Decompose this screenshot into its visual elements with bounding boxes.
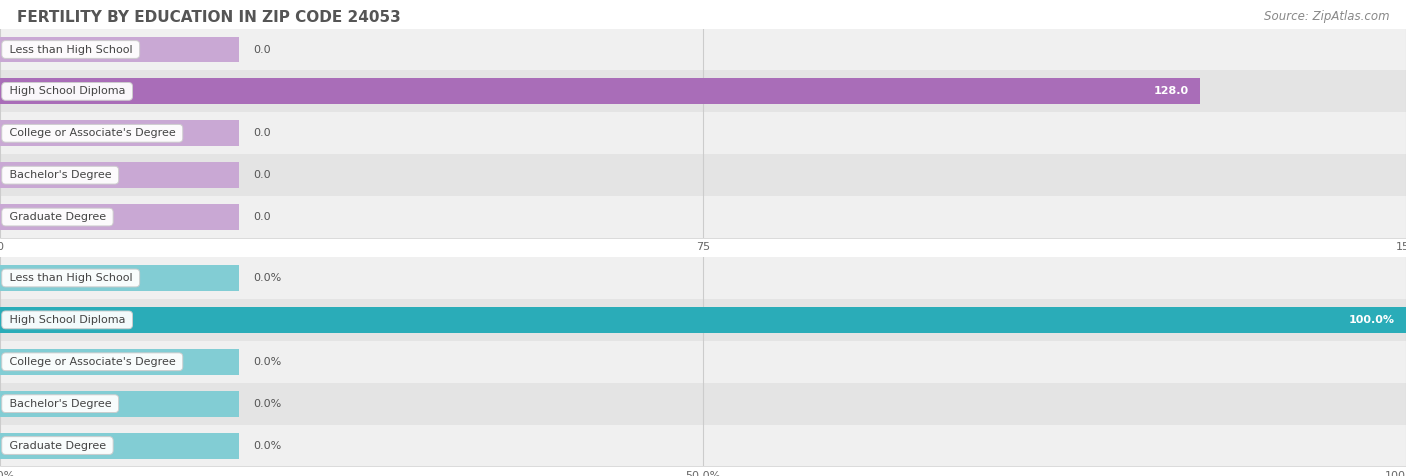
Bar <box>0 37 239 62</box>
Text: High School Diploma: High School Diploma <box>6 86 128 97</box>
Text: Less than High School: Less than High School <box>6 273 136 283</box>
Text: FERTILITY BY EDUCATION IN ZIP CODE 24053: FERTILITY BY EDUCATION IN ZIP CODE 24053 <box>17 10 401 25</box>
Bar <box>0 154 1406 196</box>
Bar <box>0 425 1406 466</box>
Bar <box>0 162 239 188</box>
Text: 0.0: 0.0 <box>253 212 271 222</box>
Bar <box>0 391 239 416</box>
Text: 0.0: 0.0 <box>253 44 271 55</box>
Text: College or Associate's Degree: College or Associate's Degree <box>6 128 179 139</box>
Text: Graduate Degree: Graduate Degree <box>6 440 110 451</box>
Bar <box>0 383 1406 425</box>
Bar <box>0 70 1406 112</box>
Bar <box>0 79 1199 104</box>
Bar <box>0 299 1406 341</box>
Bar <box>0 196 1406 238</box>
Text: Bachelor's Degree: Bachelor's Degree <box>6 170 115 180</box>
Text: Graduate Degree: Graduate Degree <box>6 212 110 222</box>
Text: 128.0: 128.0 <box>1153 86 1188 97</box>
Text: 0.0%: 0.0% <box>253 440 281 451</box>
Bar <box>0 341 1406 383</box>
Text: Bachelor's Degree: Bachelor's Degree <box>6 398 115 409</box>
Bar <box>0 204 239 230</box>
Bar <box>0 265 239 291</box>
Text: 0.0%: 0.0% <box>253 273 281 283</box>
Text: 100.0%: 100.0% <box>1348 315 1395 325</box>
Text: 0.0: 0.0 <box>253 128 271 139</box>
Text: College or Associate's Degree: College or Associate's Degree <box>6 357 179 367</box>
Text: 0.0%: 0.0% <box>253 398 281 409</box>
Bar <box>0 349 239 375</box>
Bar <box>0 433 239 458</box>
Text: Less than High School: Less than High School <box>6 44 136 55</box>
Text: 0.0: 0.0 <box>253 170 271 180</box>
Text: High School Diploma: High School Diploma <box>6 315 128 325</box>
Text: 0.0%: 0.0% <box>253 357 281 367</box>
Text: Source: ZipAtlas.com: Source: ZipAtlas.com <box>1264 10 1389 22</box>
Bar <box>0 112 1406 154</box>
Bar <box>0 120 239 146</box>
Bar <box>0 307 1406 333</box>
Bar <box>0 257 1406 299</box>
Bar <box>0 29 1406 70</box>
